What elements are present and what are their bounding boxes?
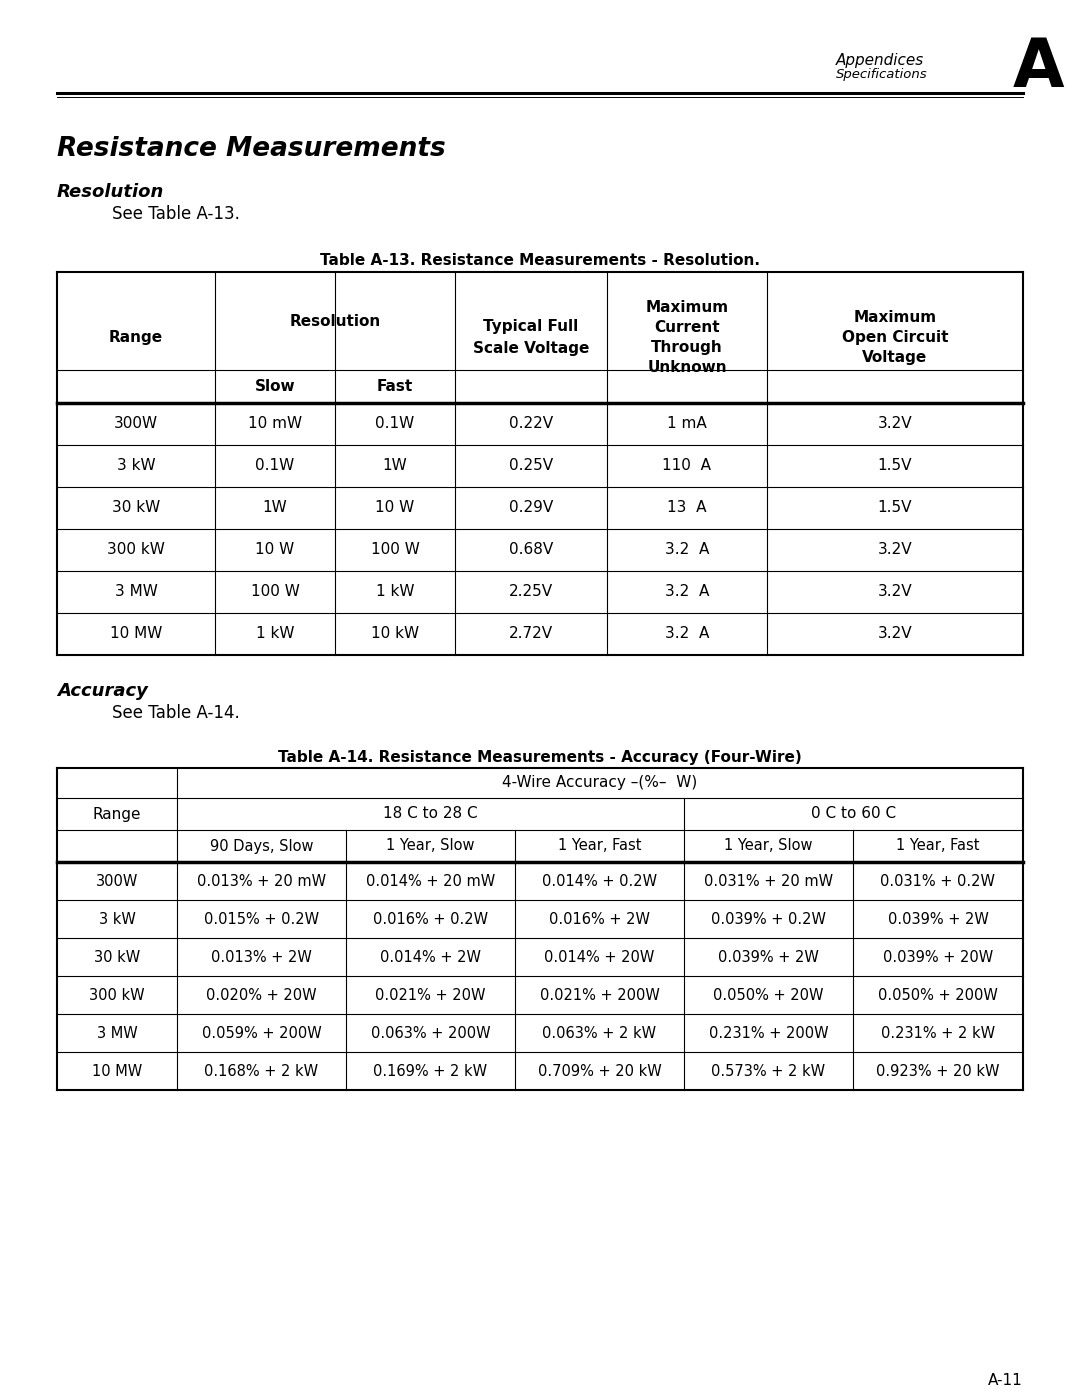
Text: Maximum
Current
Through
Unknown: Maximum Current Through Unknown [646,300,729,374]
Text: 0.039% + 20W: 0.039% + 20W [882,950,994,964]
Text: 0.014% + 2W: 0.014% + 2W [380,950,481,964]
Text: 0.016% + 2W: 0.016% + 2W [549,911,650,926]
Text: 0.168% + 2 kW: 0.168% + 2 kW [204,1063,319,1078]
Text: Resolution: Resolution [57,183,164,201]
Text: 3.2V: 3.2V [878,416,913,432]
Text: 0.68V: 0.68V [509,542,553,557]
Text: 3 MW: 3 MW [114,584,158,599]
Text: 1 mA: 1 mA [667,416,707,432]
Text: 0.050% + 200W: 0.050% + 200W [878,988,998,1003]
Text: 1 kW: 1 kW [256,626,294,641]
Text: 1 kW: 1 kW [376,584,415,599]
Text: 0.014% + 0.2W: 0.014% + 0.2W [542,873,657,888]
Text: 2.25V: 2.25V [509,584,553,599]
Text: 0.039% + 0.2W: 0.039% + 0.2W [711,911,826,926]
Text: 0.1W: 0.1W [255,458,295,474]
Text: 300W: 300W [113,416,158,432]
Text: 3.2  A: 3.2 A [665,542,710,557]
Text: 0.016% + 0.2W: 0.016% + 0.2W [373,911,488,926]
Text: 100 W: 100 W [251,584,299,599]
Text: Resolution: Resolution [289,313,380,328]
Text: 1 Year, Slow: 1 Year, Slow [387,838,475,854]
Text: 1 Year, Fast: 1 Year, Fast [557,838,642,854]
Text: Resistance Measurements: Resistance Measurements [57,136,446,162]
Text: 90 Days, Slow: 90 Days, Slow [210,838,313,854]
Text: 30 kW: 30 kW [112,500,160,515]
Text: 1.5V: 1.5V [878,500,913,515]
Text: See Table A-14.: See Table A-14. [112,704,240,722]
Text: 0.015% + 0.2W: 0.015% + 0.2W [204,911,319,926]
Text: Table A-14. Resistance Measurements - Accuracy (Four-Wire): Table A-14. Resistance Measurements - Ac… [279,750,801,766]
Text: 3.2V: 3.2V [878,584,913,599]
Text: 300W: 300W [96,873,138,888]
Text: 4-Wire Accuracy –(%–  W): 4-Wire Accuracy –(%– W) [502,775,698,791]
Text: 0.014% + 20 mW: 0.014% + 20 mW [366,873,495,888]
Text: Appendices: Appendices [836,53,924,68]
Text: Maximum
Open Circuit
Voltage: Maximum Open Circuit Voltage [841,310,948,365]
Text: 3 kW: 3 kW [98,911,135,926]
Text: 0.013% + 2W: 0.013% + 2W [211,950,312,964]
Text: 0.050% + 20W: 0.050% + 20W [713,988,824,1003]
Text: 2.72V: 2.72V [509,626,553,641]
Text: Slow: Slow [255,379,295,394]
Text: 0.020% + 20W: 0.020% + 20W [206,988,316,1003]
Text: 1 Year, Slow: 1 Year, Slow [725,838,813,854]
Text: 30 kW: 30 kW [94,950,140,964]
Text: 0.021% + 20W: 0.021% + 20W [375,988,486,1003]
Text: 10 W: 10 W [255,542,295,557]
Text: 3.2  A: 3.2 A [665,584,710,599]
Text: 10 W: 10 W [376,500,415,515]
Text: 0.059% + 200W: 0.059% + 200W [202,1025,322,1041]
Text: 0.709% + 20 kW: 0.709% + 20 kW [538,1063,661,1078]
Text: 1 Year, Fast: 1 Year, Fast [896,838,980,854]
Text: 0.063% + 200W: 0.063% + 200W [370,1025,490,1041]
Text: 100 W: 100 W [370,542,419,557]
Text: 0.169% + 2 kW: 0.169% + 2 kW [374,1063,487,1078]
Text: Fast: Fast [377,379,414,394]
Text: See Table A-13.: See Table A-13. [112,205,240,224]
Text: A-11: A-11 [988,1373,1023,1389]
Text: Range: Range [109,330,163,345]
Text: 1W: 1W [382,458,407,474]
Text: 1.5V: 1.5V [878,458,913,474]
Text: 0.014% + 20W: 0.014% + 20W [544,950,654,964]
Text: 0.923% + 20 kW: 0.923% + 20 kW [876,1063,1000,1078]
Text: 0.031% + 0.2W: 0.031% + 0.2W [880,873,996,888]
Text: Typical Full
Scale Voltage: Typical Full Scale Voltage [473,320,590,355]
Text: 3.2  A: 3.2 A [665,626,710,641]
Text: Range: Range [93,807,141,823]
Text: 300 kW: 300 kW [107,542,165,557]
Text: 0 C to 60 C: 0 C to 60 C [811,806,896,821]
Text: Accuracy: Accuracy [57,682,148,700]
Text: 0.013% + 20 mW: 0.013% + 20 mW [197,873,326,888]
Text: 13  A: 13 A [667,500,706,515]
Text: Specifications: Specifications [836,68,928,81]
Text: 3.2V: 3.2V [878,542,913,557]
Text: 3.2V: 3.2V [878,626,913,641]
Text: 0.231% + 2 kW: 0.231% + 2 kW [881,1025,995,1041]
Text: 1W: 1W [262,500,287,515]
Text: 0.25V: 0.25V [509,458,553,474]
Text: 0.29V: 0.29V [509,500,553,515]
Text: 10 kW: 10 kW [370,626,419,641]
Text: 3 kW: 3 kW [117,458,156,474]
Text: 10 MW: 10 MW [92,1063,143,1078]
Text: 3 MW: 3 MW [96,1025,137,1041]
Text: 10 mW: 10 mW [248,416,302,432]
Text: 0.063% + 2 kW: 0.063% + 2 kW [542,1025,657,1041]
Text: 0.039% + 2W: 0.039% + 2W [888,911,988,926]
Text: 0.031% + 20 mW: 0.031% + 20 mW [704,873,833,888]
Text: 110  A: 110 A [662,458,712,474]
Text: 0.1W: 0.1W [376,416,415,432]
Text: A: A [1012,35,1064,101]
Text: 10 MW: 10 MW [110,626,162,641]
Text: 300 kW: 300 kW [90,988,145,1003]
Text: 0.231% + 200W: 0.231% + 200W [708,1025,828,1041]
Text: 18 C to 28 C: 18 C to 28 C [383,806,477,821]
Text: 0.021% + 200W: 0.021% + 200W [540,988,660,1003]
Text: 0.039% + 2W: 0.039% + 2W [718,950,819,964]
Text: Table A-13. Resistance Measurements - Resolution.: Table A-13. Resistance Measurements - Re… [320,253,760,268]
Text: 0.22V: 0.22V [509,416,553,432]
Text: 0.573% + 2 kW: 0.573% + 2 kW [712,1063,825,1078]
